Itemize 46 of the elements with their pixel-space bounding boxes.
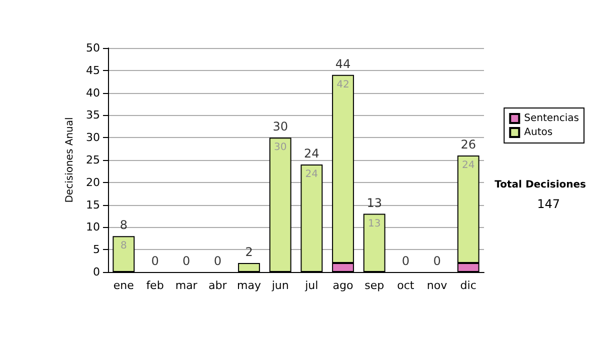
x-tick-label: sep [364,279,384,292]
y-tick-label: 20 [86,176,100,189]
x-tick-label: may [237,279,262,292]
total-label: 8 [120,218,128,232]
text: 147 [537,197,560,211]
y-tick-label: 0 [93,266,100,278]
legend-label: Sentencias [524,113,580,124]
total-label: 26 [460,138,476,152]
total-label: 24 [304,146,320,160]
y-tick-label: 10 [86,220,100,234]
data-label: 24 [462,160,475,172]
total-label: 13 [366,196,382,210]
total-label: 0 [433,254,441,268]
y-tick-label: 50 [86,42,100,54]
x-tick-label: ene [113,279,134,292]
x-tick-label: abr [208,279,228,292]
y-tick-label: 40 [86,86,100,100]
total-label: 0 [402,254,410,268]
y-tick-label: 30 [86,131,100,144]
total-label: 30 [272,120,288,134]
x-tick-label: dic [460,279,476,292]
data-label: 42 [336,79,350,90]
y-tick-label: 5 [93,243,100,256]
y-tick-label: 25 [86,154,100,166]
x-tick-label: jun [270,279,289,292]
y-tick-label: 15 [86,198,100,212]
y-tick-label: 35 [86,108,100,122]
x-tick-label: ago [332,279,354,292]
y-axis-title: Decisiones Anual [64,117,76,203]
data-label: 8 [120,240,127,252]
data-label: 30 [274,142,287,154]
total-label: 0 [151,254,159,268]
x-tick-label: oct [397,279,415,292]
text: Total Decisiones [494,180,586,190]
total-label: 44 [335,56,351,71]
x-tick-label: feb [146,279,164,292]
total-label: 0 [182,254,190,268]
x-tick-label: nov [426,279,448,292]
y-tick-label: 45 [86,64,100,77]
data-label: 13 [368,218,381,230]
x-tick-label: mar [175,279,198,292]
total-label: 0 [214,254,222,268]
total-label: 2 [245,245,253,260]
x-tick-label: jul [304,279,318,292]
legend-label: Autos [524,127,553,138]
data-label: 24 [305,168,318,180]
